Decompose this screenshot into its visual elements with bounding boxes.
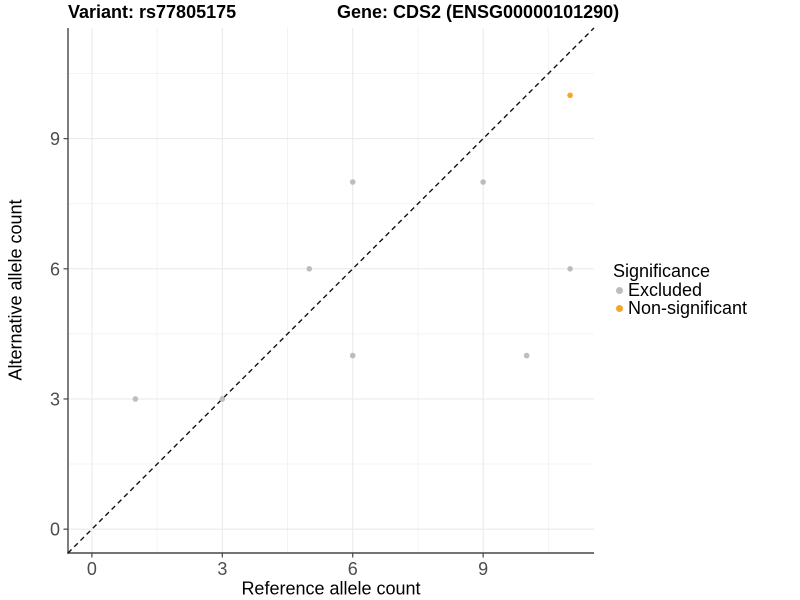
excluded-dot-icon xyxy=(616,286,623,294)
data-point-non-significant xyxy=(567,92,573,99)
legend-item-non-significant: Non-significant xyxy=(613,299,747,317)
legend-title: Significance xyxy=(613,261,711,281)
identity-dashed-line xyxy=(67,27,595,554)
y-tick-label: 6 xyxy=(50,259,60,279)
data-point-excluded xyxy=(349,352,356,359)
data-point-excluded xyxy=(132,396,139,402)
non-significant-dot-icon xyxy=(616,304,623,312)
data-point-excluded xyxy=(349,179,356,185)
legend: Significance Excluded Non-significant xyxy=(613,261,747,318)
y-tick-label: 0 xyxy=(50,520,60,540)
x-tick-label: 9 xyxy=(478,559,488,579)
data-point-excluded xyxy=(219,396,226,402)
y-axis-title: Alternative allele count xyxy=(5,199,26,381)
data-point-excluded xyxy=(306,266,313,272)
data-point-excluded xyxy=(480,179,486,185)
legend-item-excluded: Excluded xyxy=(613,281,747,299)
x-tick-label: 0 xyxy=(87,559,97,579)
legend-item-label: Non-significant xyxy=(628,298,748,318)
legend-item-label: Excluded xyxy=(628,280,703,300)
plot-layer: 0 3 6 9 0 3 6 9 xyxy=(50,27,595,579)
x-tick-label: 6 xyxy=(348,559,358,579)
variant-title: Variant: rs77805175 xyxy=(68,2,237,22)
y-tick-label: 9 xyxy=(50,129,60,149)
x-tick-label: 3 xyxy=(217,559,227,579)
data-point-excluded xyxy=(567,266,573,272)
y-tick-label: 3 xyxy=(50,389,60,409)
x-axis-title: Reference allele count xyxy=(241,578,421,599)
gene-title: Gene: CDS2 (ENSG00000101290) xyxy=(337,2,620,22)
data-point-excluded xyxy=(523,352,530,359)
